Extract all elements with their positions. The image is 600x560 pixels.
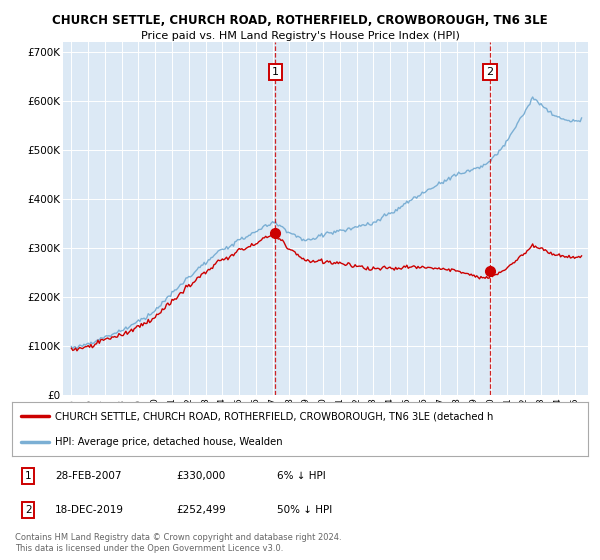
Text: £330,000: £330,000 — [176, 471, 226, 481]
Text: 50% ↓ HPI: 50% ↓ HPI — [277, 505, 332, 515]
Text: 2: 2 — [25, 505, 31, 515]
Text: 6% ↓ HPI: 6% ↓ HPI — [277, 471, 326, 481]
Text: CHURCH SETTLE, CHURCH ROAD, ROTHERFIELD, CROWBOROUGH, TN6 3LE (detached h: CHURCH SETTLE, CHURCH ROAD, ROTHERFIELD,… — [55, 412, 494, 421]
Text: 1: 1 — [272, 67, 279, 77]
Text: £252,499: £252,499 — [176, 505, 226, 515]
Text: 18-DEC-2019: 18-DEC-2019 — [55, 505, 124, 515]
Text: 2: 2 — [487, 67, 494, 77]
Text: This data is licensed under the Open Government Licence v3.0.: This data is licensed under the Open Gov… — [15, 544, 283, 553]
Text: Price paid vs. HM Land Registry's House Price Index (HPI): Price paid vs. HM Land Registry's House … — [140, 31, 460, 41]
Text: HPI: Average price, detached house, Wealden: HPI: Average price, detached house, Weal… — [55, 437, 283, 446]
Text: 28-FEB-2007: 28-FEB-2007 — [55, 471, 122, 481]
Text: 1: 1 — [25, 471, 31, 481]
Text: CHURCH SETTLE, CHURCH ROAD, ROTHERFIELD, CROWBOROUGH, TN6 3LE: CHURCH SETTLE, CHURCH ROAD, ROTHERFIELD,… — [52, 14, 548, 27]
Text: Contains HM Land Registry data © Crown copyright and database right 2024.: Contains HM Land Registry data © Crown c… — [15, 533, 341, 542]
